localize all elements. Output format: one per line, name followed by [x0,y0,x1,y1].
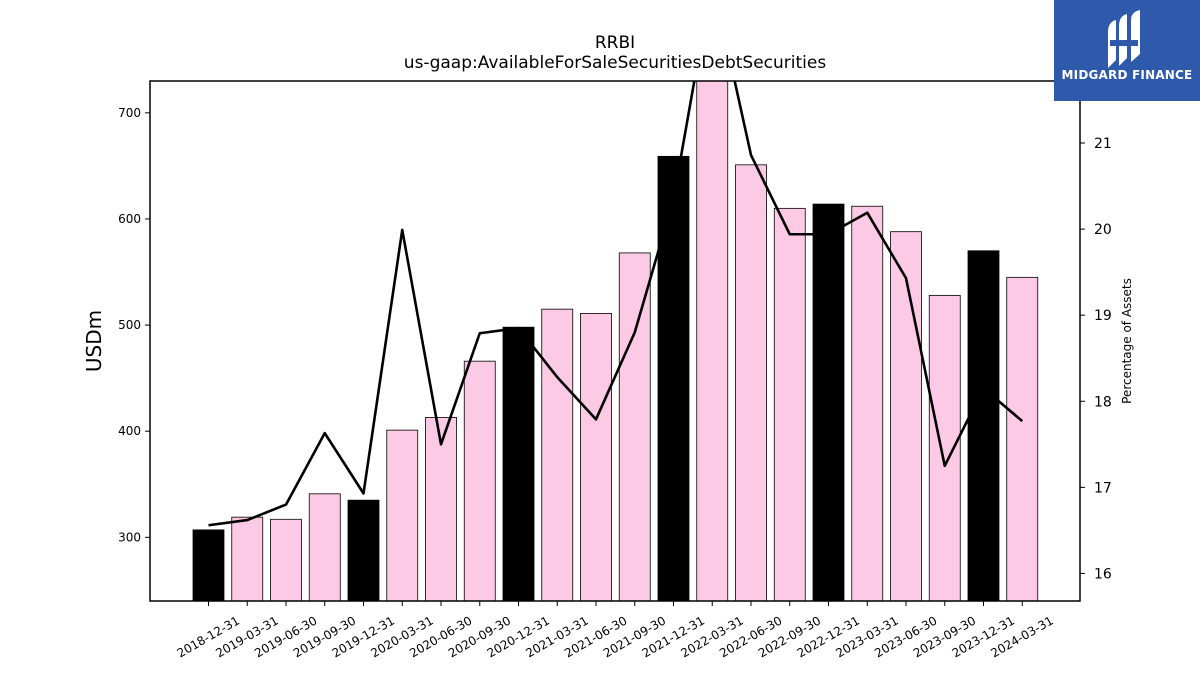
bar-2020-06-30 [425,417,457,601]
y-tick-label: 600 [118,212,141,226]
bar-2022-03-31 [696,81,729,601]
bar-2023-06-30 [890,231,922,601]
brand-logo: MIDGARD FINANCE [1054,0,1200,101]
bar-2021-09-30 [618,252,651,601]
bar-2019-12-31 [347,499,380,601]
y2-tick-label: 17 [1094,480,1112,496]
y-tick-label: 300 [118,530,141,544]
logo-text: MIDGARD FINANCE [1061,68,1193,82]
bar-2024-03-31 [1006,276,1039,601]
bar-2019-09-30 [308,493,341,601]
bar-2021-06-30 [580,313,612,601]
bar-2022-09-30 [773,207,806,601]
line-group [208,81,1024,527]
bar-2018-12-31 [192,529,225,601]
bar-2019-03-31 [231,516,264,601]
bar-2022-06-30 [735,164,767,601]
y-axis-left: 300 400 500 600 700 [118,106,150,544]
bar-2023-12-31 [967,250,1000,601]
logo-mark-icon [1108,10,1140,68]
bar-2021-12-31 [657,155,690,601]
bar-2023-03-31 [851,205,884,601]
y-axis-label: USDm [82,310,106,372]
y2-tick-label: 18 [1094,394,1112,410]
bar-2023-09-30 [928,294,961,601]
y2-tick-label: 21 [1094,136,1112,152]
bar-2022-12-31 [812,203,845,601]
bars-group [192,81,1039,601]
y-tick-label: 500 [118,318,141,332]
plot-frame [149,80,1081,602]
y2-tick-label: 19 [1094,308,1112,324]
bar-2021-03-31 [541,308,574,601]
y-axis-right: 16 17 18 19 20 21 [1080,136,1112,582]
chart-title: RRBI [595,33,635,53]
bar-2020-09-30 [463,360,496,601]
y2-tick-label: 20 [1094,222,1112,238]
y2-tick-label: 16 [1094,566,1112,582]
y2-axis-label: Percentage of Assets [1120,278,1134,404]
y-tick-label: 400 [118,424,141,438]
y-tick-label: 700 [118,106,141,120]
x-axis: 2018-12-312019-03-312019-06-302019-09-30… [175,601,1056,660]
chart-subtitle: us-gaap:AvailableForSaleSecuritiesDebtSe… [404,53,827,73]
bar-2020-12-31 [502,326,535,601]
bar-2019-06-30 [270,518,302,601]
bar-2020-03-31 [386,429,419,601]
percentage-line [208,81,1024,527]
